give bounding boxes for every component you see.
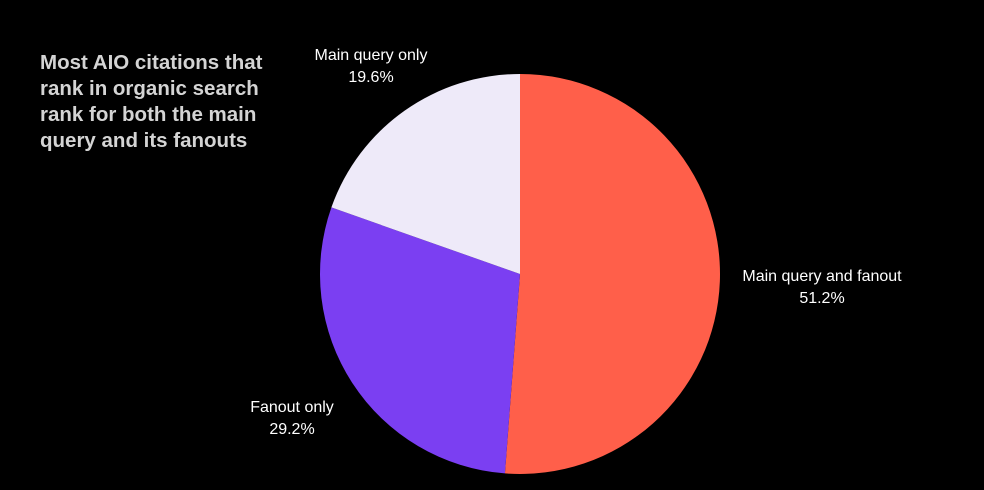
slice-value-main-query-and-fanout: 51.2% [799,290,844,307]
slice-label-main-query-only: Main query only [315,47,428,64]
slice-value-fanout-only: 29.2% [269,421,314,438]
slice-label-main-query-and-fanout: Main query and fanout [742,268,902,285]
slice-labels: Main query and fanout 51.2% Fanout only 29.… [250,47,902,438]
chart-title: Most AIO citations that rank in organic … [40,51,263,152]
pie-slice-main-query-only [331,74,520,274]
pie-slice-fanout-only [320,207,520,474]
pie-slices [320,74,720,474]
slice-label-fanout-only: Fanout only [250,399,334,416]
pie-slice-main-query-and-fanout [504,74,720,474]
slice-value-main-query-only: 19.6% [348,69,393,86]
